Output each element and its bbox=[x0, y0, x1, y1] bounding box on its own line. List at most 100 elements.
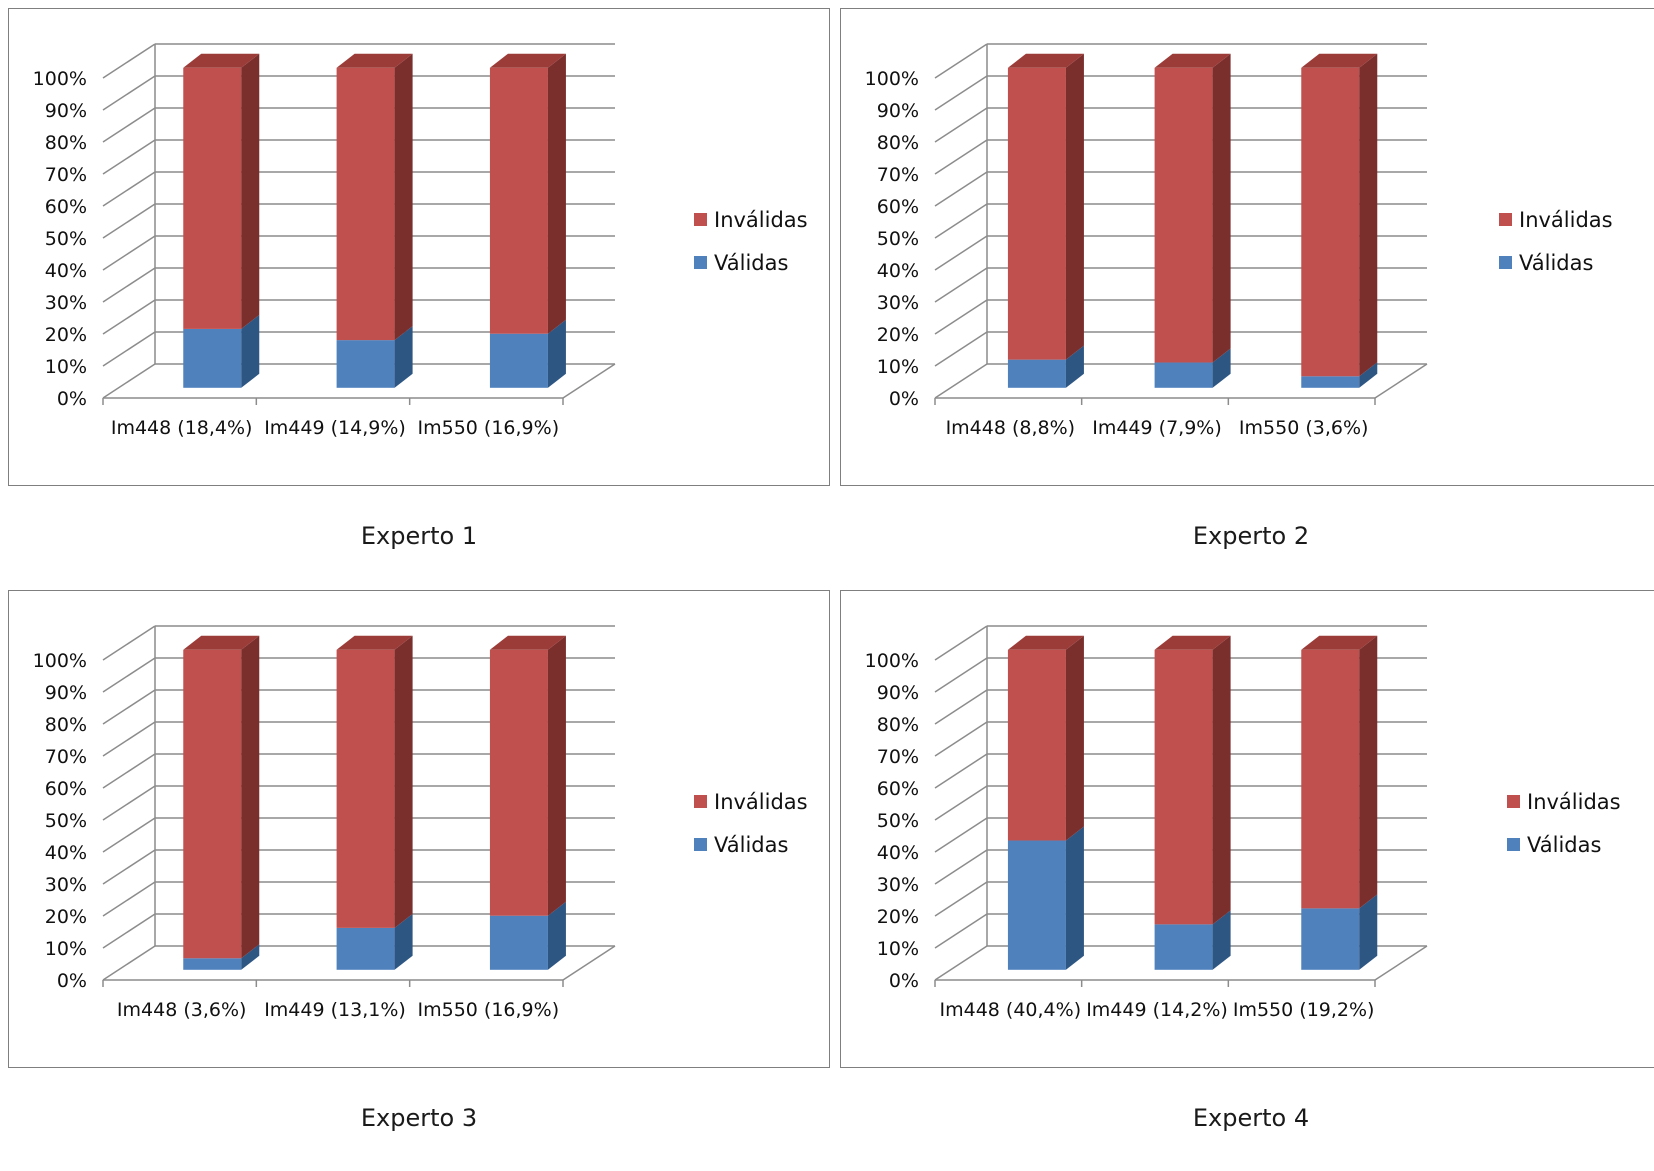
x-tick-label: Im448 (18,4%) bbox=[111, 417, 253, 439]
y-tick-label: 60% bbox=[45, 196, 87, 218]
bar-invalid bbox=[183, 649, 242, 959]
bar-valid bbox=[1301, 376, 1360, 388]
gridline-wall bbox=[934, 625, 988, 661]
bar-invalid-top bbox=[1301, 635, 1378, 650]
y-tick-label: 20% bbox=[877, 324, 919, 346]
legend-label-valid: Válidas bbox=[714, 833, 789, 857]
bar-invalid bbox=[183, 67, 242, 329]
bar-invalid-side bbox=[394, 53, 413, 341]
y-tick-label: 60% bbox=[877, 196, 919, 218]
y-tick-label: 90% bbox=[877, 682, 919, 704]
legend-swatch-valid bbox=[694, 255, 707, 269]
legend-label-invalid: Inválidas bbox=[1519, 208, 1613, 232]
gridline-wall bbox=[102, 363, 156, 399]
bar-invalid-side bbox=[1065, 635, 1084, 841]
gridline-wall bbox=[934, 43, 988, 79]
bar-valid-side bbox=[547, 901, 566, 970]
bar-valid-side bbox=[547, 319, 566, 388]
bar-valid bbox=[183, 328, 242, 388]
y-tick-label: 20% bbox=[877, 906, 919, 928]
bar-invalid-side bbox=[547, 53, 566, 334]
y-tick-label: 90% bbox=[45, 682, 87, 704]
bar-invalid bbox=[489, 649, 548, 916]
floor-edge bbox=[562, 945, 616, 981]
gridline-wall bbox=[934, 139, 988, 175]
gridline-wall bbox=[934, 945, 988, 981]
gridline-wall bbox=[102, 625, 156, 661]
y-tick-label: 100% bbox=[33, 650, 87, 672]
gridline-wall bbox=[934, 299, 988, 335]
bar-valid-side bbox=[1359, 894, 1378, 970]
legend-item-valid: Válidas bbox=[694, 251, 788, 275]
y-tick-label: 70% bbox=[45, 746, 87, 768]
bar-invalid bbox=[336, 67, 395, 341]
y-tick-label: 80% bbox=[877, 132, 919, 154]
bar-valid bbox=[1007, 359, 1066, 388]
bar-valid bbox=[336, 340, 395, 388]
y-tick-label: 70% bbox=[877, 164, 919, 186]
gridline-wall bbox=[102, 753, 156, 789]
gridline-wall bbox=[934, 849, 988, 885]
bar-valid bbox=[1301, 908, 1360, 970]
bar-invalid-top bbox=[336, 53, 413, 68]
y-tick-label: 10% bbox=[877, 356, 919, 378]
gridline-wall bbox=[934, 689, 988, 725]
y-tick-label: 100% bbox=[865, 68, 919, 90]
gridline-wall bbox=[102, 75, 156, 111]
legend-item-valid: Válidas bbox=[1507, 833, 1601, 857]
stacked-bar-chart: 0% 10% 20% 30% 40% 50% 60% 70% 80% 90% 100% Im448 (… bbox=[865, 625, 1428, 1021]
legend-item-valid: Válidas bbox=[1499, 251, 1593, 275]
y-tick-label: 40% bbox=[877, 260, 919, 282]
x-tick-label: Im448 (40,4%) bbox=[940, 999, 1082, 1021]
chart-frame bbox=[8, 590, 830, 1068]
legend-swatch-invalid bbox=[1499, 212, 1512, 226]
gridline-wall bbox=[934, 657, 988, 693]
y-tick-label: 50% bbox=[877, 228, 919, 250]
gridline-wall bbox=[102, 849, 156, 885]
y-tick-label: 80% bbox=[45, 714, 87, 736]
y-tick-label: 10% bbox=[45, 938, 87, 960]
legend-item-invalid: Inválidas bbox=[1499, 208, 1613, 232]
bar-invalid-side bbox=[241, 635, 260, 959]
y-tick-label: 90% bbox=[45, 100, 87, 122]
y-tick-label: 0% bbox=[889, 388, 919, 410]
y-tick-label: 40% bbox=[45, 842, 87, 864]
bar-valid-side bbox=[241, 314, 260, 388]
bar-valid-side bbox=[394, 913, 413, 970]
gridline-wall bbox=[102, 139, 156, 175]
gridline-wall bbox=[102, 945, 156, 981]
gridline-wall bbox=[934, 913, 988, 949]
bar-invalid-top bbox=[183, 635, 260, 650]
bar-invalid-top bbox=[489, 635, 566, 650]
bar-valid bbox=[489, 915, 548, 970]
legend-swatch-valid bbox=[1507, 837, 1520, 851]
y-tick-label: 70% bbox=[45, 164, 87, 186]
bar-valid bbox=[1154, 924, 1213, 970]
bar-valid bbox=[1154, 362, 1213, 388]
chart-caption: Experto 3 bbox=[360, 1104, 478, 1132]
y-tick-label: 40% bbox=[877, 842, 919, 864]
floor-edge bbox=[1374, 945, 1428, 981]
y-tick-label: 0% bbox=[57, 970, 87, 992]
legend-swatch-valid bbox=[1499, 255, 1512, 269]
bar-invalid-top bbox=[1007, 53, 1084, 68]
y-tick-label: 90% bbox=[877, 100, 919, 122]
legend-swatch-invalid bbox=[694, 212, 707, 226]
bar-invalid-top bbox=[1154, 53, 1231, 68]
floor-edge bbox=[562, 363, 616, 399]
y-tick-label: 30% bbox=[45, 874, 87, 896]
y-tick-label: 100% bbox=[33, 68, 87, 90]
bar-invalid-top bbox=[1007, 635, 1084, 650]
bar-valid-side bbox=[1212, 348, 1231, 388]
y-tick-label: 70% bbox=[877, 746, 919, 768]
y-tick-label: 80% bbox=[45, 132, 87, 154]
x-tick-label: Im448 (8,8%) bbox=[946, 417, 1076, 439]
floor-edge bbox=[1374, 363, 1428, 399]
x-tick-label: Im449 (7,9%) bbox=[1092, 417, 1222, 439]
x-tick-label: Im550 (3,6%) bbox=[1239, 417, 1369, 439]
x-tick-label: Im550 (16,9%) bbox=[418, 417, 560, 439]
y-tick-label: 40% bbox=[45, 260, 87, 282]
bar-invalid bbox=[1301, 649, 1360, 909]
x-tick-label: Im449 (13,1%) bbox=[264, 999, 406, 1021]
bar-valid bbox=[336, 927, 395, 970]
